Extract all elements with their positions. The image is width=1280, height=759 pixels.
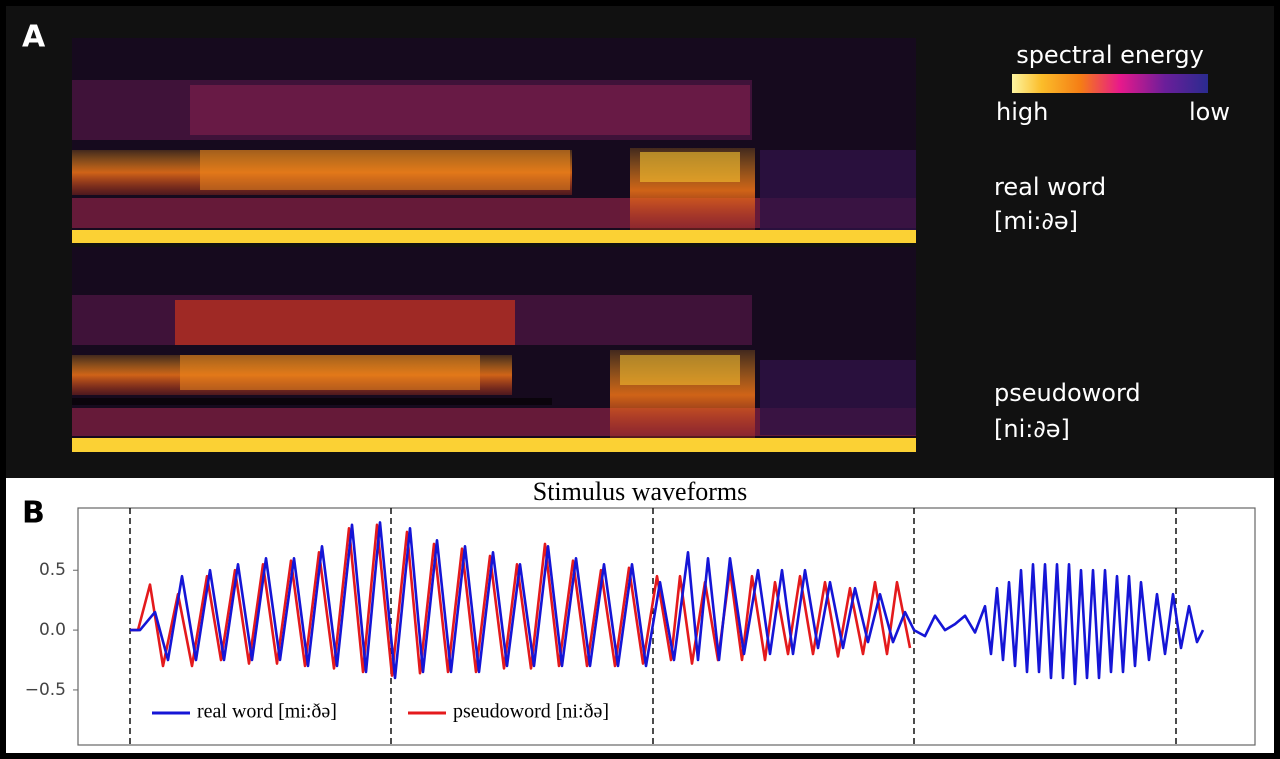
panel-label: A — [22, 20, 46, 55]
plot-area: 0.5 0.0 −0.5 real word [mi:ðə] pseudoword [n… — [25, 508, 1205, 745]
colorbar-high: high — [996, 98, 1048, 126]
colorbar-low: low — [1189, 98, 1230, 126]
chart-title: Stimulus waveforms — [533, 477, 748, 506]
legend-label: pseudoword [ni:ðə] — [453, 701, 609, 723]
spectrogram — [72, 247, 916, 452]
spectrogram-label: pseudoword — [994, 379, 1141, 407]
y-tick-label: 0.5 — [39, 560, 66, 580]
spectrogram-ipa: [ni:∂ə] — [994, 415, 1070, 443]
legend-label: real word [mi:ðə] — [197, 701, 337, 723]
colorbar — [1012, 74, 1208, 93]
waveform — [130, 521, 1205, 686]
y-tick-label: −0.5 — [25, 680, 66, 700]
panel-label: B — [22, 496, 45, 531]
spectrogram-ipa: [mi:∂ə] — [994, 207, 1078, 235]
spectrogram — [72, 38, 916, 243]
y-tick-label: 0.0 — [39, 620, 66, 640]
plot-frame — [77, 507, 1256, 746]
spectrogram-label: real word — [994, 173, 1106, 201]
colorbar-title: spectral energy — [1016, 41, 1204, 69]
